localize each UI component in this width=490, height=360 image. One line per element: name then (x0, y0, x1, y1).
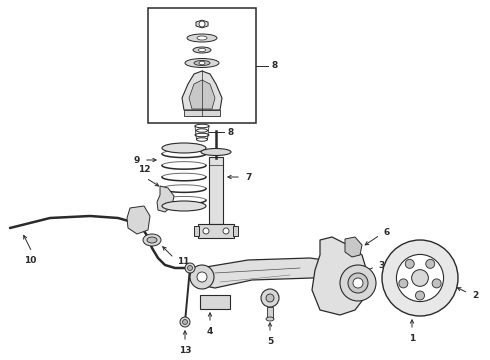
Circle shape (261, 289, 279, 307)
Circle shape (199, 21, 205, 27)
Text: 13: 13 (179, 346, 191, 355)
Circle shape (203, 228, 209, 234)
Text: 12: 12 (138, 165, 150, 174)
Ellipse shape (185, 59, 219, 68)
Text: 7: 7 (245, 172, 251, 181)
Circle shape (182, 320, 188, 324)
Text: 9: 9 (134, 156, 140, 165)
Circle shape (412, 270, 428, 286)
Polygon shape (189, 80, 215, 109)
Bar (194, 226, 199, 236)
Bar (233, 226, 238, 236)
Circle shape (432, 279, 441, 288)
Text: 10: 10 (24, 256, 36, 265)
Text: 8: 8 (271, 61, 277, 70)
Ellipse shape (187, 34, 217, 42)
Ellipse shape (266, 317, 274, 321)
Ellipse shape (201, 149, 231, 156)
Circle shape (223, 228, 229, 234)
Circle shape (190, 265, 214, 289)
Circle shape (396, 255, 443, 302)
Ellipse shape (197, 36, 207, 40)
Ellipse shape (162, 201, 206, 211)
Bar (200, 295, 230, 309)
Polygon shape (182, 71, 222, 110)
Polygon shape (312, 237, 368, 315)
Bar (267, 307, 273, 319)
Circle shape (188, 266, 193, 270)
Bar (198, 224, 234, 238)
Ellipse shape (143, 234, 161, 246)
Ellipse shape (147, 237, 157, 243)
Circle shape (382, 240, 458, 316)
Circle shape (197, 272, 207, 282)
Polygon shape (200, 258, 342, 288)
Circle shape (405, 259, 414, 268)
Circle shape (180, 317, 190, 327)
Circle shape (340, 265, 376, 301)
Text: 6: 6 (383, 228, 389, 237)
Bar (148, 8, 256, 123)
Circle shape (348, 273, 368, 293)
Ellipse shape (193, 47, 211, 53)
Circle shape (353, 278, 363, 288)
Circle shape (416, 291, 424, 300)
Ellipse shape (198, 48, 205, 52)
Text: 11: 11 (177, 257, 190, 266)
Circle shape (185, 263, 195, 273)
Circle shape (426, 259, 435, 268)
Text: 5: 5 (267, 337, 273, 346)
Circle shape (399, 279, 408, 288)
Bar (209, 157, 223, 224)
Text: 8: 8 (227, 127, 233, 136)
Ellipse shape (199, 61, 205, 65)
Text: 3: 3 (378, 261, 384, 270)
Polygon shape (127, 206, 150, 234)
Polygon shape (157, 186, 174, 212)
Ellipse shape (162, 143, 206, 153)
Circle shape (266, 294, 274, 302)
Ellipse shape (194, 60, 210, 66)
Bar (184, 110, 220, 116)
Text: 1: 1 (409, 334, 415, 343)
Polygon shape (345, 237, 362, 257)
Text: 4: 4 (207, 327, 213, 336)
Text: 2: 2 (472, 292, 478, 301)
Polygon shape (196, 20, 208, 28)
